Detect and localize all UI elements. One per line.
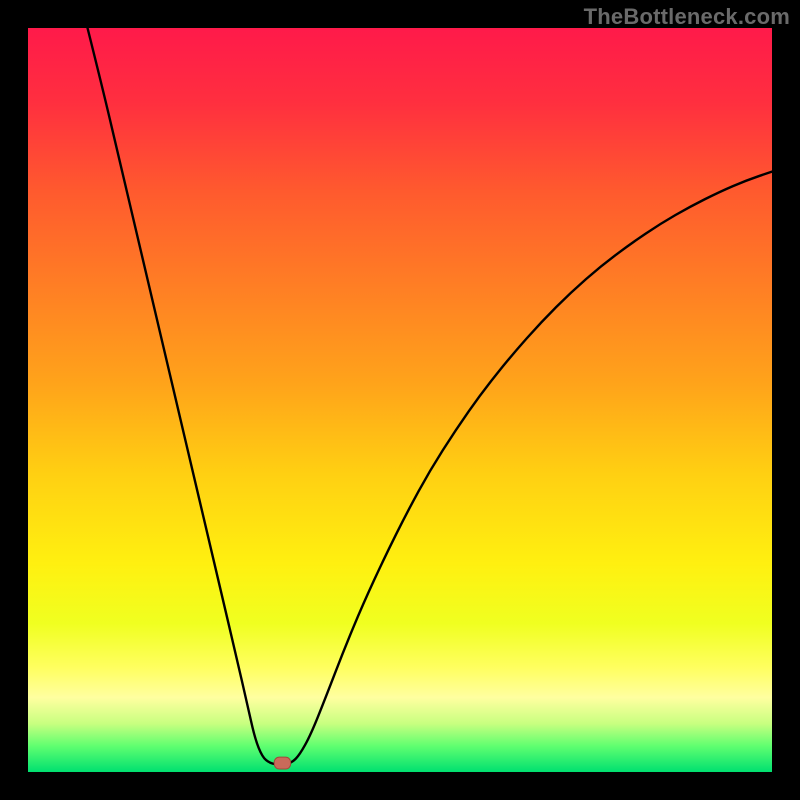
gradient-plot-area xyxy=(28,28,772,772)
watermark-text: TheBottleneck.com xyxy=(584,4,790,30)
chart-frame: TheBottleneck.com xyxy=(0,0,800,800)
optimal-point-marker xyxy=(274,757,290,769)
bottleneck-chart xyxy=(0,0,800,800)
